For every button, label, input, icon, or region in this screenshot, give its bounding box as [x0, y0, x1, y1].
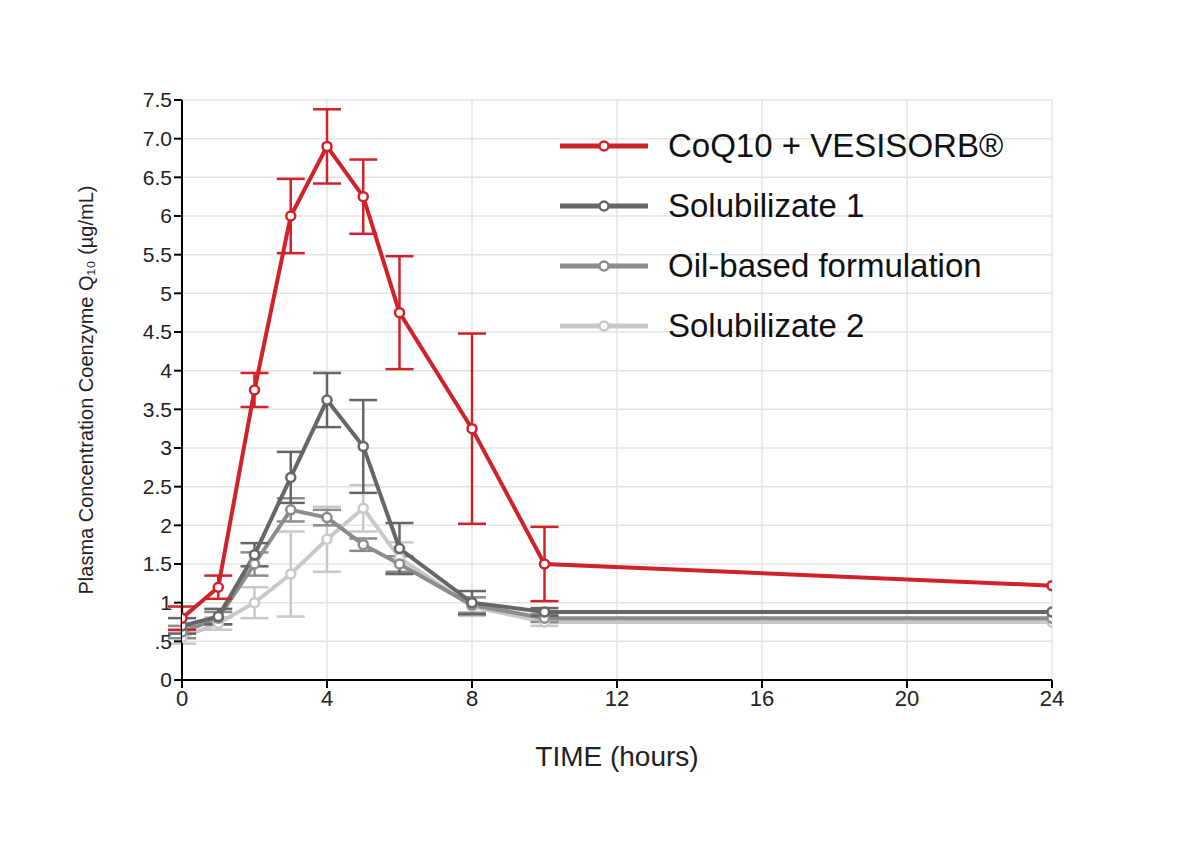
svg-text:20: 20 — [895, 686, 919, 711]
svg-text:3: 3 — [160, 436, 172, 459]
svg-text:8: 8 — [466, 686, 478, 711]
html-text:Solubilizate 1: Solubilizate 1 — [668, 187, 865, 224]
svg-text:6.5: 6.5 — [143, 166, 172, 189]
svg-text:24: 24 — [1040, 686, 1064, 711]
svg-text:.5: .5 — [154, 630, 172, 653]
html-text:Oil-based formulation: Oil-based formulation — [668, 247, 982, 284]
svg-text:Plasma Concentration Coenzyme: Plasma Concentration Coenzyme Q₁₀ (µg/mL… — [75, 186, 97, 595]
svg-text:TIME (hours): TIME (hours) — [535, 741, 698, 772]
svg-text:4.5: 4.5 — [143, 320, 172, 343]
svg-text:7.0: 7.0 — [143, 127, 172, 150]
svg-text:1: 1 — [160, 591, 172, 614]
svg-text:4: 4 — [321, 686, 333, 711]
svg-text:3.5: 3.5 — [143, 398, 172, 421]
svg-text:5.5: 5.5 — [143, 243, 172, 266]
html-text:CoQ10 + VESISORB®: CoQ10 + VESISORB® — [668, 127, 1004, 164]
svg-text:16: 16 — [750, 686, 774, 711]
svg-text:2.5: 2.5 — [143, 475, 172, 498]
svg-text:5: 5 — [160, 282, 172, 305]
svg-text:12: 12 — [605, 686, 629, 711]
svg-text:4: 4 — [160, 359, 172, 382]
svg-text:6: 6 — [160, 204, 172, 227]
html-text:Solubilizate 2: Solubilizate 2 — [668, 307, 865, 344]
svg-text:1.5: 1.5 — [143, 552, 172, 575]
svg-text:7.5: 7.5 — [143, 88, 172, 111]
svg-text:2: 2 — [160, 514, 172, 537]
svg-text:0: 0 — [176, 686, 188, 711]
svg-text:0: 0 — [160, 668, 172, 691]
